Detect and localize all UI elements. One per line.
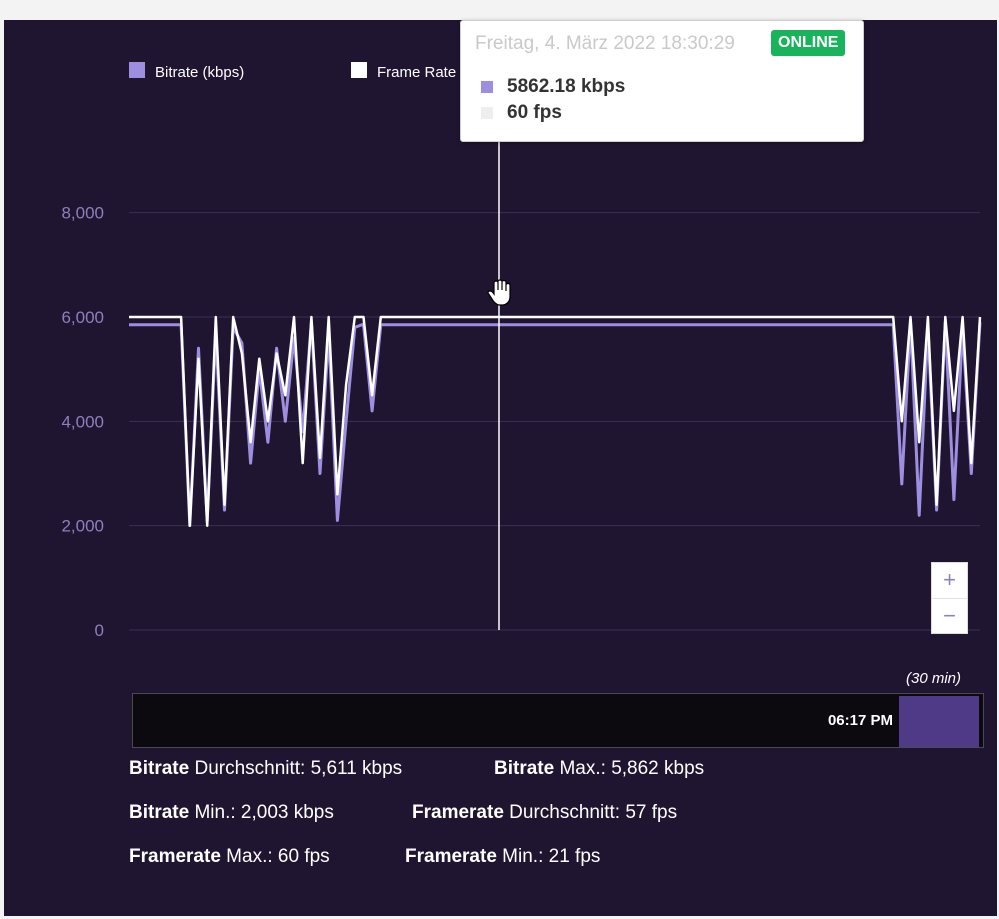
stat-label: Bitrate (129, 758, 190, 779)
tooltip-bitrate-swatch (481, 80, 493, 93)
legend-bitrate-label[interactable]: Bitrate (kbps) (155, 64, 244, 81)
y-tick-label: 8,000 (61, 204, 104, 223)
stat-value: Max.: 60 fps (220, 846, 330, 867)
series-line-framerate[interactable] (129, 315, 982, 527)
y-tick-label: 6,000 (61, 308, 104, 327)
stat-bitrate-avg: Bitrate Durchschnitt: 5,611 kbps (129, 758, 402, 780)
stat-value: Min.: 2,003 kbps (189, 802, 334, 823)
stat-framerate-avg: Framerate Durchschnitt: 57 fps (412, 802, 677, 824)
y-tick-label: 0 (95, 621, 104, 640)
stat-label: Framerate (405, 846, 497, 867)
stat-value: Durchschnitt: 5,611 kbps (189, 758, 403, 779)
navigator-range-handle[interactable] (899, 696, 979, 747)
tooltip-date: Freitag, 4. März 2022 18:30:29 (475, 33, 735, 54)
legend-bitrate-swatch[interactable] (129, 62, 145, 78)
tooltip-framerate-value: 60 fps (507, 102, 562, 123)
stat-bitrate-min: Bitrate Min.: 2,003 kbps (129, 802, 334, 824)
zoom-out-button[interactable]: − (932, 598, 967, 634)
stat-value: Durchschnitt: 57 fps (503, 802, 678, 823)
tooltip-framerate-swatch (481, 106, 493, 119)
stat-label: Framerate (412, 802, 504, 823)
series-line-bitrate[interactable] (129, 320, 982, 527)
time-navigator[interactable]: 06:17 PM (132, 693, 984, 748)
navigator-time-label: 06:17 PM (827, 712, 893, 729)
tooltip-bitrate-value: 5862.18 kbps (507, 76, 626, 97)
chart-panel: 0 2,000 4,000 6,000 8,000 Bitrate (kbps) Fra… (4, 20, 997, 916)
legend-framerate-swatch[interactable] (351, 62, 367, 78)
stat-value: Max.: 5,862 kbps (554, 758, 705, 779)
y-tick-label: 4,000 (61, 412, 104, 431)
chart-tooltip: Freitag, 4. März 2022 18:30:29 ONLINE 58… (460, 20, 864, 142)
stat-bitrate-max: Bitrate Max.: 5,862 kbps (494, 758, 704, 780)
range-label: (30 min) (906, 670, 962, 687)
stat-label: Bitrate (129, 802, 190, 823)
stat-label: Bitrate (494, 758, 555, 779)
stat-framerate-min: Framerate Min.: 21 fps (405, 846, 600, 868)
hand-cursor-icon (487, 279, 511, 306)
stat-framerate-max: Framerate Max.: 60 fps (129, 846, 330, 868)
y-tick-label: 2,000 (61, 517, 104, 536)
stat-label: Framerate (129, 846, 221, 867)
line-chart[interactable]: 0 2,000 4,000 6,000 8,000 Bitrate (kbps) Fra… (4, 20, 997, 680)
zoom-controls: + − (931, 562, 968, 634)
tooltip-framerate-row: 60 fps (481, 102, 562, 124)
legend-framerate-label[interactable]: Frame Rate (377, 64, 456, 81)
online-status-badge: ONLINE (771, 30, 846, 56)
zoom-in-button[interactable]: + (943, 567, 956, 592)
stat-value: Min.: 21 fps (496, 846, 601, 867)
tooltip-bitrate-row: 5862.18 kbps (481, 76, 625, 98)
